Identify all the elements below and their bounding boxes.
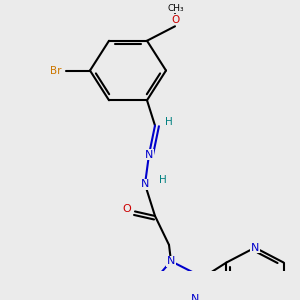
Text: CH₃: CH₃: [168, 4, 184, 13]
Text: N: N: [167, 256, 175, 266]
Text: O: O: [123, 204, 131, 214]
Text: H: H: [165, 117, 173, 127]
Text: H: H: [159, 175, 167, 185]
Text: N: N: [251, 243, 259, 253]
Text: N: N: [141, 179, 149, 189]
Text: O: O: [172, 15, 180, 25]
Text: Br: Br: [50, 65, 62, 76]
Text: N: N: [191, 294, 199, 300]
Text: N: N: [145, 149, 153, 160]
